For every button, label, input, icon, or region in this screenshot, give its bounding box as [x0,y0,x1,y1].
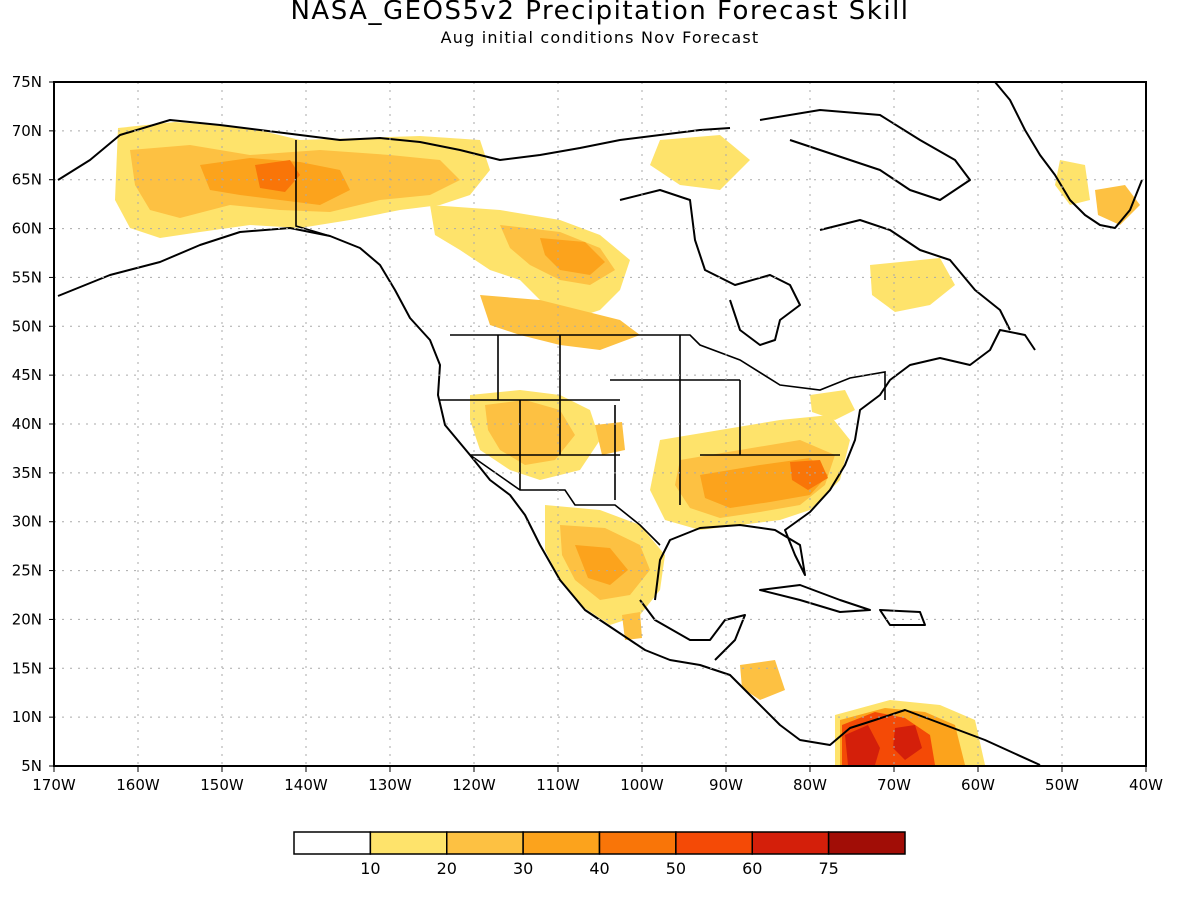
coastline-gulf [654,329,1036,601]
colorbar-label: 30 [513,859,533,878]
colorbar: 10 20 30 40 50 60 75 [293,831,906,878]
lat-tick-label: 5N [21,757,42,775]
skill-area-central-america [740,660,785,700]
coastline-baffin [759,109,971,201]
lon-tick-label: 160W [116,776,160,794]
us-canada-border [450,334,886,400]
coastline-labrador [819,219,1011,331]
colorbar-label: 60 [742,859,762,878]
colorbar-segment [522,831,601,855]
colorbar-segment [369,831,448,855]
lat-tick-label: 65N [12,171,42,189]
skill-area-south-mexico [622,612,642,640]
colorbar-label: 50 [666,859,686,878]
lon-tick-label: 110W [536,776,580,794]
chart-title: NASA_GEOS5v2 Precipitation Forecast Skil… [290,0,910,26]
coastline-hudson-bay [619,189,801,346]
skill-area-greenland [1055,160,1090,205]
lat-tick-label: 30N [12,513,42,531]
skill-area-greenland-se [1095,185,1140,225]
lat-tick-label: 45N [12,366,42,384]
borders [295,140,886,546]
state-lines-west [440,335,840,505]
lon-tick-label: 120W [452,776,496,794]
skill-area-prairies [480,295,640,350]
lat-tick-label: 20N [12,610,42,628]
latitude-labels: 5N 10N 15N 20N 25N 30N 35N 40N 45N 50N 55N 60N 65N 70… [12,73,54,775]
colorbar-label: 10 [360,859,380,878]
lon-tick-label: 140W [284,776,328,794]
lon-tick-label: 40W [1129,776,1163,794]
skill-area-venezuela-darkred [845,725,880,765]
skill-area-great-lakes [810,390,855,420]
skill-area-labrador [870,258,955,312]
alaska-canada-border [295,140,331,237]
lon-tick-label: 60W [961,776,995,794]
colorbar-segment [827,831,906,855]
skill-area-canada-orange [540,238,605,275]
coastline-hispaniola [879,609,926,626]
lon-tick-label: 150W [200,776,244,794]
lat-tick-label: 55N [12,268,42,286]
lon-tick-label: 170W [32,776,76,794]
coastline-greenland [994,81,1143,229]
longitude-labels: 170W 160W 150W 140W 130W 120W 110W 100W 90W 80W 70… [32,766,1163,794]
lat-tick-label: 40N [12,415,42,433]
skill-area-venezuela-darkred-2 [893,725,922,760]
lat-tick-label: 35N [12,464,42,482]
colorbar-label: 75 [818,859,838,878]
colorbar-label: 40 [589,859,609,878]
lat-tick-label: 70N [12,122,42,140]
skill-area-hudson-east [650,135,750,190]
colorbar-segment [675,831,753,855]
lat-tick-label: 25N [12,562,42,580]
lon-tick-label: 100W [620,776,664,794]
colorbar-segment [446,831,524,855]
colorbar-segment [751,831,830,855]
lon-tick-label: 80W [793,776,827,794]
lon-tick-label: 50W [1045,776,1079,794]
colorbar-segment [598,831,677,855]
lon-tick-label: 90W [709,776,743,794]
skill-area-colorado [595,422,625,455]
skill-area-great-basin-mid [485,400,575,465]
lat-tick-label: 10N [12,708,42,726]
lat-tick-label: 75N [12,73,42,91]
skill-area-mexico-orange [575,545,628,585]
chart-subtitle: Aug initial conditions Nov Forecast [440,28,760,47]
lat-tick-label: 60N [12,220,42,238]
skill-area-southeast-red [790,460,828,490]
lon-tick-label: 70W [877,776,911,794]
lat-tick-label: 15N [12,659,42,677]
skill-area-alaska-red [255,160,300,192]
lon-tick-label: 130W [368,776,412,794]
colorbar-segment [293,831,372,855]
coastline-yucatan [639,599,746,661]
coastline-cuba [759,584,871,613]
skill-shading [115,122,1140,765]
coastline-arctic [57,119,731,181]
colorbar-label: 20 [437,859,457,878]
gridlines [54,82,1146,766]
lat-tick-label: 50N [12,317,42,335]
